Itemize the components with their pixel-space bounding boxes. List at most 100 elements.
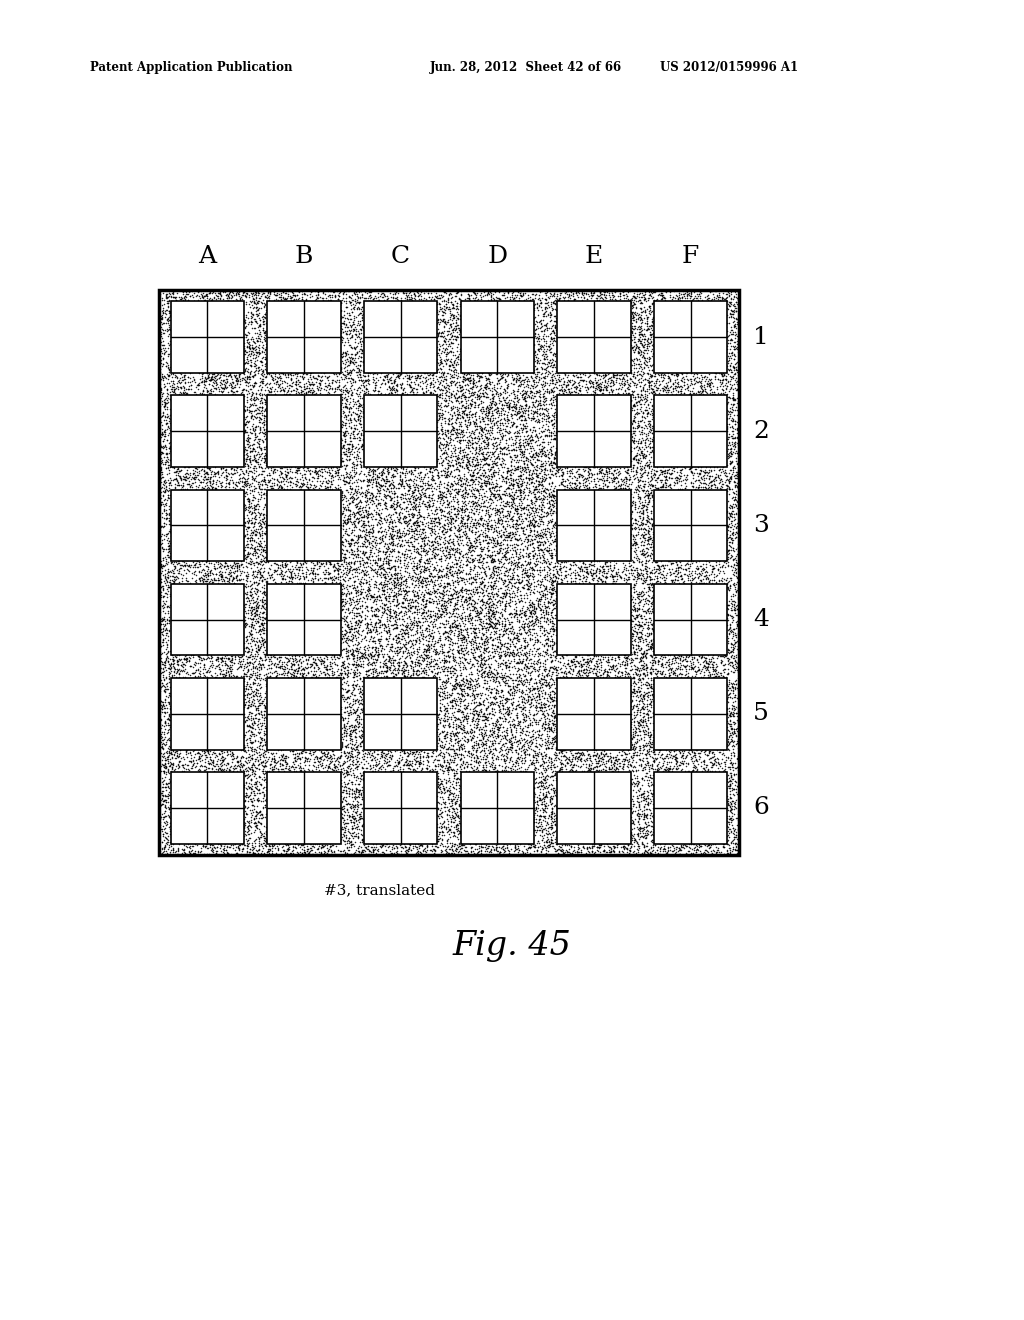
Point bbox=[721, 838, 737, 859]
Point bbox=[371, 578, 387, 599]
Point bbox=[159, 352, 175, 374]
Point bbox=[565, 770, 582, 791]
Point bbox=[285, 418, 301, 440]
Point bbox=[442, 556, 459, 577]
Point bbox=[478, 578, 495, 599]
Point bbox=[592, 483, 608, 504]
Point bbox=[499, 807, 515, 828]
Point bbox=[176, 615, 193, 636]
Point bbox=[492, 593, 508, 614]
Point bbox=[199, 676, 215, 697]
Point bbox=[410, 603, 426, 624]
Point bbox=[637, 609, 653, 630]
Point bbox=[185, 552, 202, 573]
Point bbox=[182, 510, 199, 531]
Point bbox=[294, 821, 310, 842]
Point bbox=[218, 465, 234, 486]
Point bbox=[240, 812, 256, 833]
Point bbox=[495, 624, 511, 645]
Point bbox=[167, 709, 183, 730]
Point bbox=[635, 337, 651, 358]
Point bbox=[592, 808, 608, 829]
Point bbox=[401, 510, 418, 531]
Point bbox=[233, 762, 250, 783]
Point bbox=[349, 471, 366, 492]
Point bbox=[321, 607, 337, 628]
Point bbox=[214, 309, 230, 330]
Point bbox=[688, 830, 705, 851]
Point bbox=[458, 355, 474, 376]
Point bbox=[386, 602, 402, 623]
Point bbox=[560, 730, 577, 751]
Point bbox=[678, 532, 694, 553]
Point bbox=[674, 491, 690, 512]
Point bbox=[417, 334, 433, 355]
Point bbox=[658, 432, 675, 453]
Point bbox=[170, 308, 186, 329]
Point bbox=[675, 574, 691, 595]
Point bbox=[256, 731, 272, 752]
Point bbox=[654, 352, 671, 374]
Point bbox=[574, 730, 591, 751]
Point bbox=[260, 535, 276, 556]
Point bbox=[487, 363, 504, 384]
Point bbox=[220, 462, 237, 483]
Point bbox=[185, 323, 202, 345]
Point bbox=[585, 312, 601, 333]
Point bbox=[723, 407, 739, 428]
Point bbox=[486, 607, 503, 628]
Point bbox=[350, 826, 367, 847]
Point bbox=[517, 467, 534, 488]
Point bbox=[648, 628, 665, 649]
Point bbox=[510, 557, 526, 578]
Point bbox=[512, 737, 528, 758]
Point bbox=[460, 813, 476, 834]
Point bbox=[535, 494, 551, 515]
Point bbox=[692, 556, 709, 577]
Point bbox=[437, 540, 454, 561]
Point bbox=[677, 544, 693, 565]
Point bbox=[685, 744, 701, 766]
Point bbox=[329, 783, 345, 804]
Point bbox=[190, 561, 207, 582]
Point bbox=[535, 391, 551, 412]
Point bbox=[401, 783, 418, 804]
Point bbox=[182, 455, 199, 477]
Point bbox=[378, 389, 394, 411]
Point bbox=[461, 297, 477, 318]
Point bbox=[459, 841, 475, 862]
Point bbox=[246, 599, 262, 620]
Point bbox=[687, 315, 703, 337]
Point bbox=[586, 554, 602, 576]
Point bbox=[669, 376, 685, 397]
Point bbox=[282, 437, 298, 458]
Point bbox=[398, 523, 415, 544]
Point bbox=[667, 647, 683, 668]
Point bbox=[648, 337, 665, 358]
Point bbox=[359, 280, 376, 301]
Point bbox=[178, 401, 195, 422]
Point bbox=[555, 515, 571, 536]
Point bbox=[463, 469, 479, 490]
Point bbox=[604, 506, 621, 527]
Point bbox=[625, 771, 641, 792]
Point bbox=[676, 593, 692, 614]
Point bbox=[189, 360, 206, 381]
Point bbox=[486, 805, 503, 826]
Point bbox=[492, 719, 508, 741]
Point bbox=[618, 634, 635, 655]
Point bbox=[618, 692, 635, 713]
Point bbox=[464, 436, 480, 457]
Point bbox=[281, 638, 297, 659]
Point bbox=[538, 784, 554, 805]
Point bbox=[368, 532, 384, 553]
Point bbox=[593, 651, 609, 672]
Point bbox=[349, 581, 366, 602]
Point bbox=[669, 372, 685, 393]
Point bbox=[621, 429, 637, 450]
Point bbox=[496, 667, 512, 688]
Point bbox=[729, 612, 745, 634]
Point bbox=[316, 528, 333, 549]
Point bbox=[328, 795, 344, 816]
Point bbox=[503, 623, 519, 644]
